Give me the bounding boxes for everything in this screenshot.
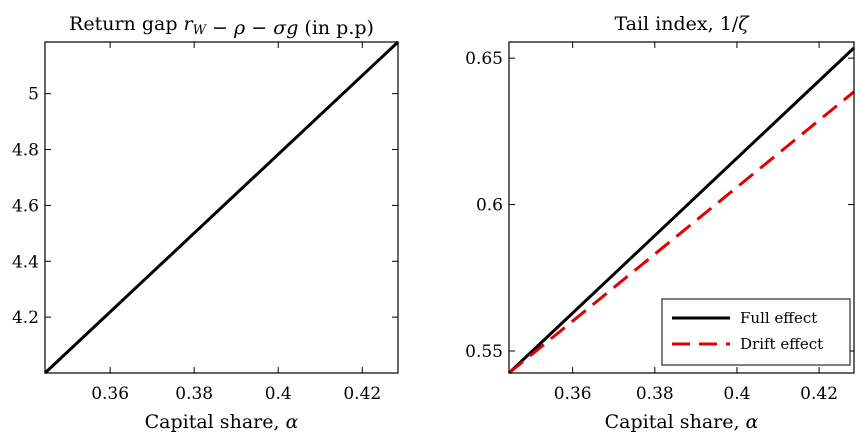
y-tick-label: 0.55: [465, 342, 503, 362]
y-tick-label: 0.65: [465, 49, 503, 69]
y-tick-label: 5: [28, 85, 39, 105]
chart-title: Return gap rW − ρ − σg (in p.p): [69, 13, 374, 39]
x-axis-title: Capital share, α: [145, 411, 299, 433]
series-line-drift-effect: [508, 90, 855, 375]
y-tick-label: 4.6: [12, 196, 39, 216]
legend-box: [661, 298, 851, 366]
x-tick-label: 0.36: [554, 384, 592, 404]
chart-panel-2: 0.36 0.38 0.4 0.42 0.55 0.6 0.65 Tail index, 1/…: [465, 13, 856, 433]
y-tick-label: 4.4: [12, 252, 39, 272]
x-axis-title: Capital share, α: [605, 411, 759, 433]
y-tick-label: 4.8: [12, 141, 39, 161]
x-tick-label: 0.4: [723, 384, 750, 404]
series-line-1: [43, 40, 400, 375]
series-line-full-effect: [507, 46, 856, 375]
x-tick-label: 0.38: [636, 384, 674, 404]
x-tick-label: 0.42: [343, 384, 381, 404]
legend-label: Full effect: [740, 309, 817, 327]
x-tick-label: 0.38: [175, 384, 213, 404]
chart-panel-1: 0.36 0.38 0.4 0.42 4.2 4.4 4.6 4.8 5 Return gap r…: [12, 13, 400, 433]
y-tick-label: 4.2: [12, 308, 39, 328]
y-tick-label: 0.6: [476, 196, 503, 216]
legend-label: Drift effect: [740, 335, 823, 353]
x-tick-label: 0.42: [800, 384, 838, 404]
x-tick-label: 0.36: [91, 384, 129, 404]
x-tick-label: 0.4: [265, 384, 292, 404]
legend: Full effect Drift effect: [661, 298, 851, 366]
chart-title: Tail index, 1/ζ: [614, 13, 750, 35]
plot-frame: [508, 41, 855, 374]
plot-frame: [44, 41, 399, 374]
